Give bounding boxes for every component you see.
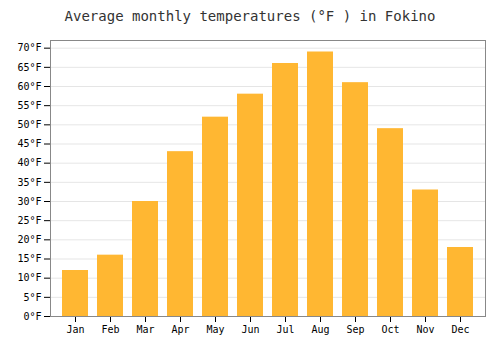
svg-text:50°F: 50°F bbox=[17, 119, 41, 130]
svg-text:Oct: Oct bbox=[381, 324, 399, 335]
svg-text:Mar: Mar bbox=[136, 324, 154, 335]
svg-text:60°F: 60°F bbox=[17, 81, 41, 92]
svg-text:45°F: 45°F bbox=[17, 138, 41, 149]
svg-text:15°F: 15°F bbox=[17, 253, 41, 264]
svg-text:Jul: Jul bbox=[276, 324, 294, 335]
svg-text:35°F: 35°F bbox=[17, 177, 41, 188]
svg-text:May: May bbox=[206, 324, 224, 335]
svg-text:5°F: 5°F bbox=[23, 292, 41, 303]
svg-text:20°F: 20°F bbox=[17, 234, 41, 245]
svg-text:Aug: Aug bbox=[311, 324, 329, 335]
svg-text:65°F: 65°F bbox=[17, 62, 41, 73]
svg-text:Jan: Jan bbox=[66, 324, 84, 335]
svg-text:10°F: 10°F bbox=[17, 272, 41, 283]
svg-text:Nov: Nov bbox=[416, 324, 434, 335]
svg-text:Sep: Sep bbox=[346, 324, 364, 335]
svg-text:Dec: Dec bbox=[451, 324, 469, 335]
svg-text:0°F: 0°F bbox=[23, 311, 41, 322]
svg-text:Apr: Apr bbox=[171, 324, 189, 335]
svg-text:70°F: 70°F bbox=[17, 42, 41, 53]
svg-text:Feb: Feb bbox=[101, 324, 119, 335]
svg-text:Jun: Jun bbox=[241, 324, 259, 335]
svg-text:55°F: 55°F bbox=[17, 100, 41, 111]
svg-text:30°F: 30°F bbox=[17, 196, 41, 207]
svg-text:25°F: 25°F bbox=[17, 215, 41, 226]
svg-text:40°F: 40°F bbox=[17, 157, 41, 168]
html-text:Average monthly temperatures (: Average monthly temperatures (°F ) in Fo… bbox=[64, 8, 436, 24]
